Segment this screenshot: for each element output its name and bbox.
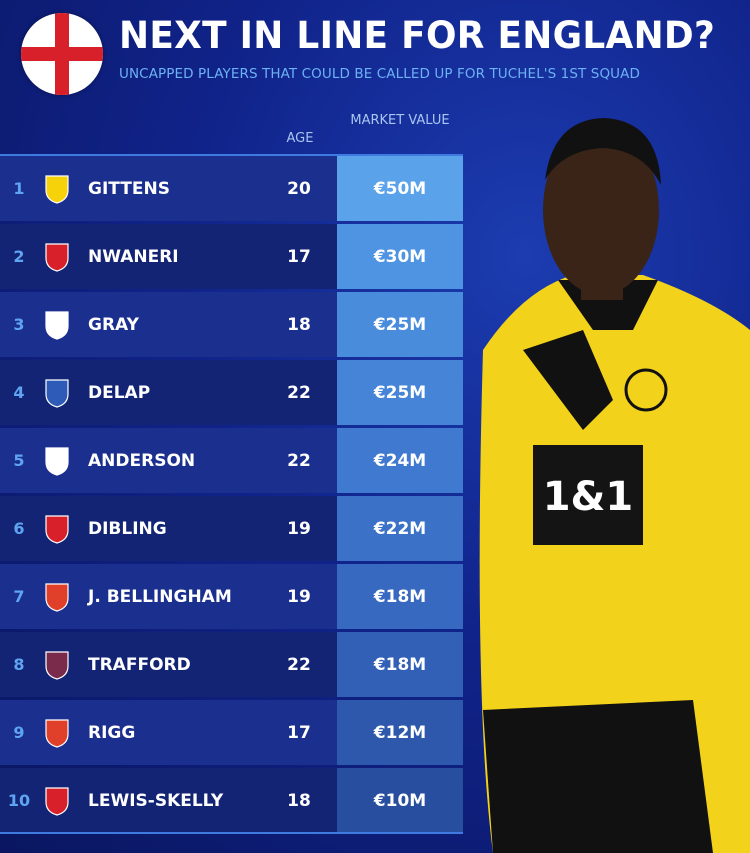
market-value: €22M <box>337 496 463 561</box>
player-name: LEWIS-SKELLY <box>88 790 224 811</box>
column-header-market-value: MARKET VALUE <box>350 113 450 128</box>
southampton-crest-icon <box>43 514 71 544</box>
rank: 4 <box>13 383 25 402</box>
player-name: TRAFFORD <box>88 654 191 675</box>
arsenal-crest-icon <box>43 786 71 816</box>
player-name: J. BELLINGHAM <box>88 586 232 607</box>
rank: 7 <box>13 587 25 606</box>
market-value: €10M <box>337 768 463 833</box>
table-row: 1 GITTENS 20 €50M <box>0 156 463 221</box>
table-row: 3 GRAY 18 €25M <box>0 292 463 357</box>
column-header-age: AGE <box>286 131 314 146</box>
market-value: €18M <box>337 632 463 697</box>
player-name: ANDERSON <box>88 450 196 471</box>
shirt-sponsor: 1&1 <box>543 474 634 520</box>
arsenal-crest-icon <box>43 242 71 272</box>
ipswich-crest-icon <box>43 378 71 408</box>
player-age: 19 <box>287 518 311 539</box>
page-subtitle: UNCAPPED PLAYERS THAT COULD BE CALLED UP… <box>119 66 640 82</box>
table-row: 8 TRAFFORD 22 €18M <box>0 632 463 697</box>
rank: 2 <box>13 247 25 266</box>
dortmund-crest-icon <box>43 174 71 204</box>
sunderland-crest-icon <box>43 582 71 612</box>
market-value: €30M <box>337 224 463 289</box>
rank: 8 <box>13 655 25 674</box>
player-name: DIBLING <box>88 518 167 539</box>
rank: 5 <box>13 451 25 470</box>
table-row: 5 ANDERSON 22 €24M <box>0 428 463 493</box>
market-value: €25M <box>337 360 463 425</box>
player-photo: 1&1 <box>479 118 750 853</box>
rank: 6 <box>13 519 25 538</box>
player-age: 22 <box>287 382 311 403</box>
player-name: RIGG <box>88 722 136 743</box>
player-age: 18 <box>287 314 311 335</box>
player-age: 19 <box>287 586 311 607</box>
player-name: GITTENS <box>88 178 170 199</box>
player-age: 17 <box>287 722 311 743</box>
market-value: €24M <box>337 428 463 493</box>
tottenham-crest-icon <box>43 310 71 340</box>
page-title: NEXT IN LINE FOR ENGLAND? <box>119 14 716 57</box>
table-row: 7 J. BELLINGHAM 19 €18M <box>0 564 463 629</box>
rank: 10 <box>7 791 31 810</box>
player-name: DELAP <box>88 382 151 403</box>
rank: 9 <box>13 723 25 742</box>
sunderland-crest-icon <box>43 718 71 748</box>
burnley-crest-icon <box>43 650 71 680</box>
player-age: 22 <box>287 654 311 675</box>
table-row: 9 RIGG 17 €12M <box>0 700 463 765</box>
market-value: €25M <box>337 292 463 357</box>
market-value: €50M <box>337 156 463 221</box>
player-name: GRAY <box>88 314 139 335</box>
nottingham-forest-crest-icon <box>43 446 71 476</box>
player-age: 17 <box>287 246 311 267</box>
player-age: 22 <box>287 450 311 471</box>
england-flag-icon <box>21 13 103 95</box>
player-age: 20 <box>287 178 311 199</box>
table-row: 2 NWANERI 17 €30M <box>0 224 463 289</box>
table-divider <box>0 832 463 834</box>
market-value: €18M <box>337 564 463 629</box>
rank: 3 <box>13 315 25 334</box>
player-name: NWANERI <box>88 246 179 267</box>
table-row: 6 DIBLING 19 €22M <box>0 496 463 561</box>
table-row: 4 DELAP 22 €25M <box>0 360 463 425</box>
table-row: 10 LEWIS-SKELLY 18 €10M <box>0 768 463 833</box>
rank: 1 <box>13 179 25 198</box>
market-value: €12M <box>337 700 463 765</box>
table-divider <box>0 154 463 156</box>
player-age: 18 <box>287 790 311 811</box>
